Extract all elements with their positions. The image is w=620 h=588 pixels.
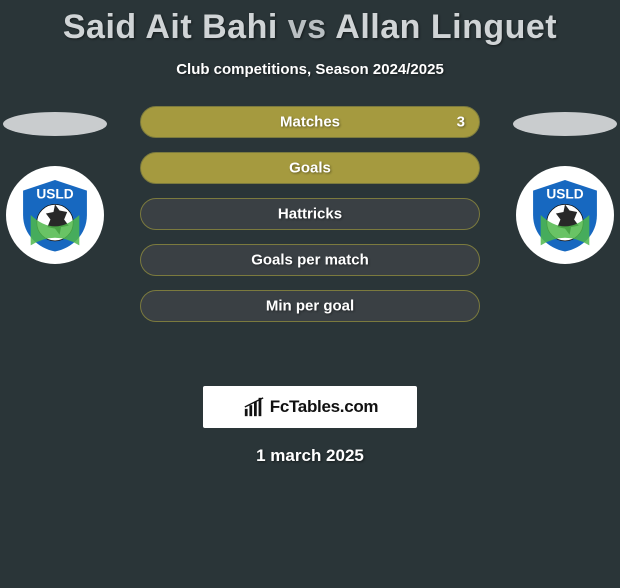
club-crest-icon: USLD — [17, 177, 93, 253]
brand-text: FcTables.com — [270, 397, 379, 417]
player2-column: USLD — [510, 106, 620, 264]
brand-watermark: FcTables.com — [203, 386, 417, 428]
player2-name: Allan Linguet — [335, 8, 557, 46]
stat-bar: Matches3 — [140, 106, 480, 138]
club-crest-icon: USLD — [527, 177, 603, 253]
player1-placeholder-ellipse — [3, 112, 107, 136]
stat-bar-label: Goals per match — [141, 252, 479, 269]
stat-bars: Matches3 Goals Hattricks Goals per match Min… — [140, 106, 480, 322]
stat-bar-label: Hattricks — [141, 206, 479, 223]
player1-club-badge: USLD — [6, 166, 104, 264]
vs-separator: vs — [288, 8, 327, 46]
comparison-content: USLD Matches3 Goals Hattricks Goals per mat… — [0, 106, 620, 366]
stat-bar: Goals per match — [140, 244, 480, 276]
player2-club-badge: USLD — [516, 166, 614, 264]
comparison-title: Said Ait Bahi vs Allan Linguet — [0, 8, 620, 47]
stat-bar: Min per goal — [140, 290, 480, 322]
svg-text:USLD: USLD — [546, 186, 583, 201]
stat-bar-label: Matches — [141, 114, 479, 131]
stat-bar-value: 3 — [457, 114, 465, 131]
stat-bar-label: Goals — [141, 160, 479, 177]
player2-placeholder-ellipse — [513, 112, 617, 136]
stat-bar: Hattricks — [140, 198, 480, 230]
bar-chart-icon — [242, 396, 266, 418]
comparison-date: 1 march 2025 — [0, 446, 620, 466]
stat-bar: Goals — [140, 152, 480, 184]
player1-column: USLD — [0, 106, 110, 264]
player1-name: Said Ait Bahi — [63, 8, 278, 46]
svg-text:USLD: USLD — [36, 186, 73, 201]
stat-bar-label: Min per goal — [141, 298, 479, 315]
subtitle: Club competitions, Season 2024/2025 — [0, 61, 620, 78]
